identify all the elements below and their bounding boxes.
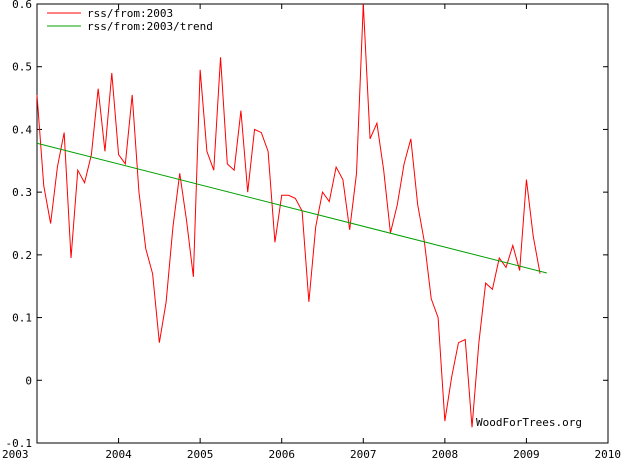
x-tick-label: 2007 <box>350 448 377 461</box>
x-tick-label: 2006 <box>268 448 295 461</box>
y-axis: -0.1 0 0.1 0.2 0.3 0.4 0.5 0.6 <box>6 0 608 450</box>
y-tick-label: 0.2 <box>12 249 32 262</box>
series-layer <box>36 3 547 428</box>
plot-area <box>36 3 609 444</box>
x-tick-label: 2010 <box>595 448 622 461</box>
x-axis: 2003 2004 2005 2006 2007 2008 2009 2010 <box>2 4 621 461</box>
y-tick-label: 0.5 <box>12 61 32 74</box>
y-tick-label: -0.1 <box>6 437 33 450</box>
credit-label: WoodForTrees.org <box>476 416 582 429</box>
x-tick-label: 2009 <box>513 448 540 461</box>
y-tick-label: 0.4 <box>12 123 32 136</box>
series-line-rss <box>36 3 541 428</box>
x-tick-label: 2008 <box>432 448 459 461</box>
y-tick-label: 0.3 <box>12 186 32 199</box>
legend-label: rss/from:2003 <box>87 7 173 20</box>
legend-label: rss/from:2003/trend <box>87 20 213 33</box>
y-tick-label: 0.1 <box>12 312 32 325</box>
y-tick-label: 0.6 <box>12 0 32 11</box>
y-tick-label: 0 <box>25 374 32 387</box>
x-tick-label: 2005 <box>187 448 214 461</box>
x-tick-label: 2004 <box>105 448 132 461</box>
series-line-trend <box>36 142 547 274</box>
x-tick-label: 2003 <box>2 448 29 461</box>
